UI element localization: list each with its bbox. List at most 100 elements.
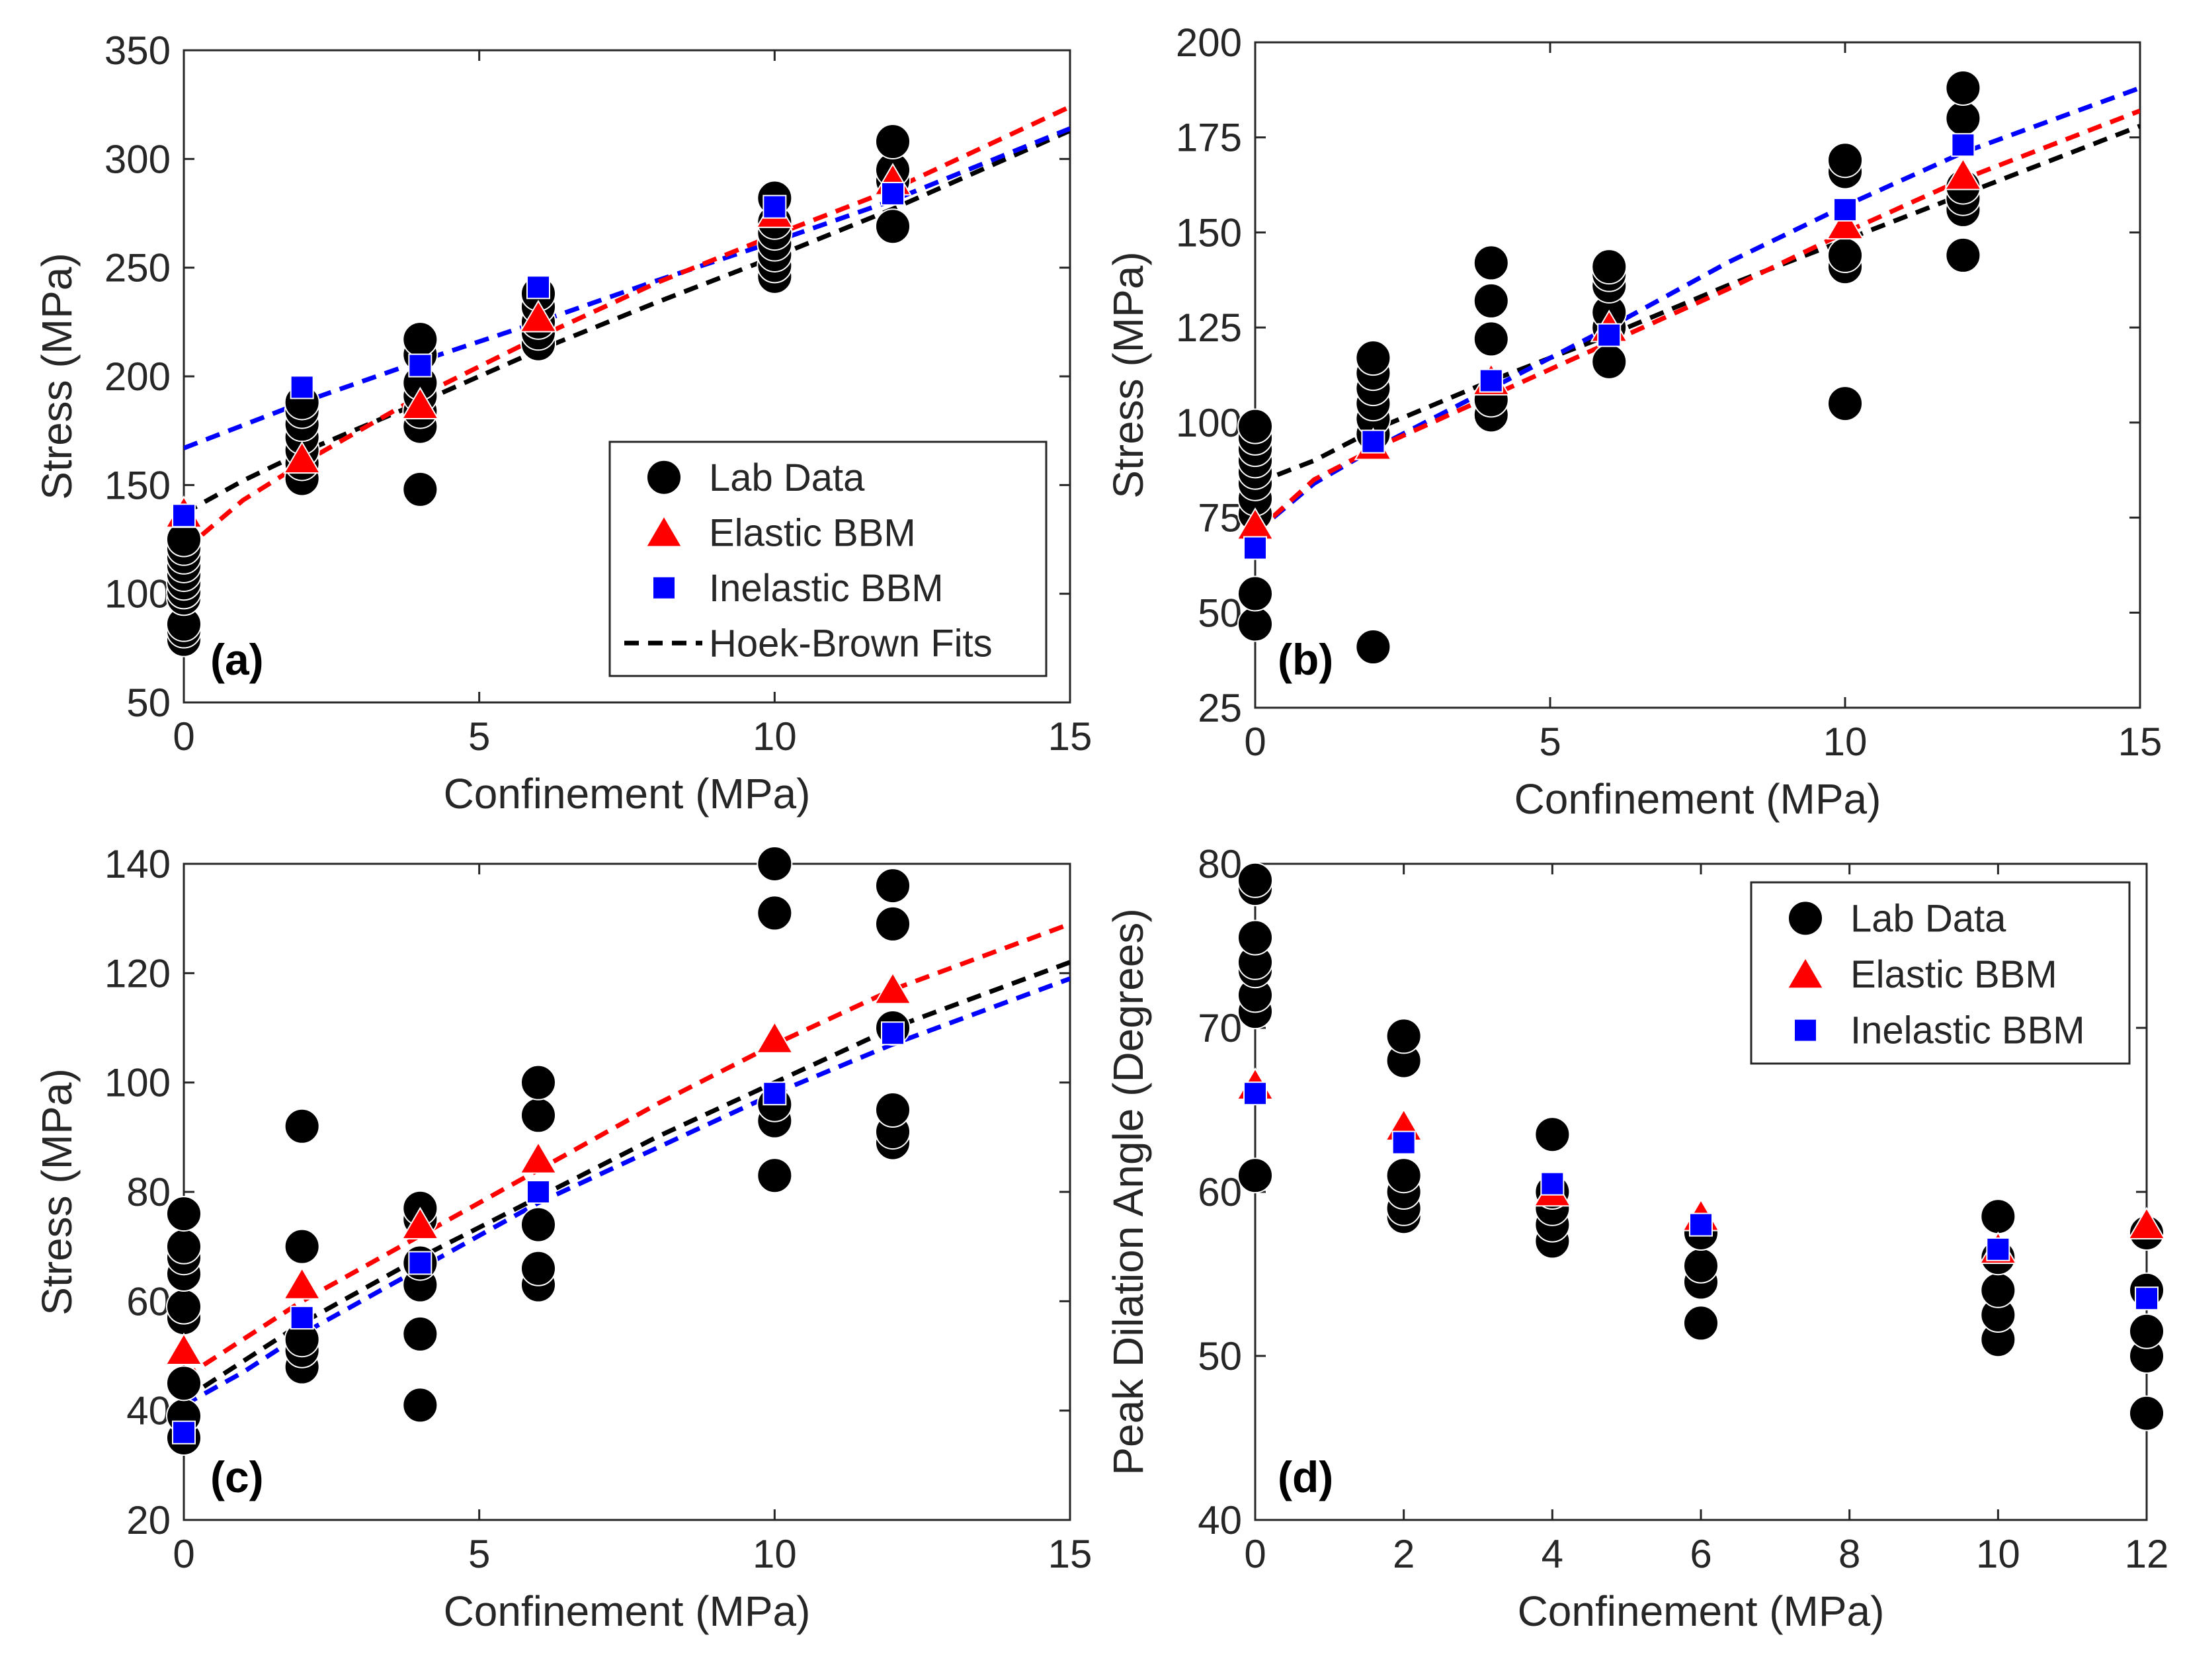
y-tick-label: 140 bbox=[104, 842, 171, 886]
legend-elastic-swatch bbox=[1786, 956, 1825, 989]
lab-data-point bbox=[402, 321, 438, 358]
x-tick-label: 12 bbox=[2125, 1532, 2169, 1576]
lab-data-point bbox=[1945, 69, 1981, 106]
plot-area-b bbox=[1254, 41, 2141, 709]
lab-data-point bbox=[1385, 1018, 1422, 1054]
y-tick-label: 25 bbox=[1198, 686, 1242, 730]
inelastic-bbm-point bbox=[1540, 1171, 1565, 1196]
y-axis-label: Stress (MPa) bbox=[33, 1068, 81, 1315]
legend-lab-label: Lab Data bbox=[1850, 897, 2006, 940]
lab-data-point bbox=[166, 1228, 202, 1265]
inelastic-bbm-point bbox=[1361, 429, 1385, 454]
panel-label: (c) bbox=[210, 1452, 264, 1501]
legend-lab-swatch bbox=[646, 459, 682, 495]
legend-inelastic-label: Inelastic BBM bbox=[1850, 1009, 2085, 1052]
lab-data-point bbox=[1237, 862, 1273, 898]
legend-elastic-swatch bbox=[645, 515, 683, 548]
y-tick-label: 100 bbox=[1176, 401, 1242, 445]
x-tick-label: 4 bbox=[1542, 1532, 1563, 1576]
legend-inelastic-label: Inelastic BBM bbox=[709, 567, 944, 610]
lab-data-point bbox=[1237, 919, 1273, 956]
y-tick-label: 50 bbox=[1198, 591, 1242, 635]
inelastic-bbm-point bbox=[2135, 1286, 2159, 1311]
inelastic-bbm-point bbox=[526, 275, 550, 300]
lab-data-point bbox=[520, 1206, 556, 1243]
x-tick-label: 10 bbox=[1823, 720, 1868, 764]
inelastic-bbm-point bbox=[1986, 1237, 2010, 1261]
legend-lab-label: Lab Data bbox=[709, 456, 865, 499]
inelastic-fit-line bbox=[184, 126, 1070, 450]
inelastic-bbm-point bbox=[1597, 323, 1622, 347]
legend: Lab Data Elastic BBM Inelastic BBM Hoek-Bro… bbox=[608, 441, 1048, 677]
lab-data-point bbox=[757, 1157, 793, 1194]
lab-data-point bbox=[402, 1316, 438, 1352]
lab-data-point bbox=[757, 895, 793, 931]
legend-inelastic-swatch bbox=[1793, 1018, 1817, 1042]
lab-data-point bbox=[1473, 321, 1509, 357]
elastic-bbm-point bbox=[282, 1267, 321, 1300]
lab-data-point bbox=[1237, 408, 1273, 444]
lab-data-point bbox=[1945, 237, 1981, 273]
y-tick-label: 175 bbox=[1176, 116, 1242, 160]
lab-data-point bbox=[166, 1288, 202, 1325]
lab-data-point bbox=[1237, 1157, 1273, 1194]
inelastic-bbm-point bbox=[1833, 197, 1857, 222]
legend-lab-swatch bbox=[1788, 900, 1823, 937]
x-axis-label: Confinement (MPa) bbox=[444, 1587, 811, 1635]
lab-data-point bbox=[520, 1097, 556, 1134]
lab-data-point bbox=[875, 868, 911, 904]
elastic-fit-line bbox=[1255, 108, 2140, 535]
x-tick-label: 0 bbox=[173, 1532, 194, 1576]
elastic-bbm-point bbox=[165, 1332, 203, 1365]
y-tick-label: 70 bbox=[1198, 1006, 1242, 1050]
y-tick-label: 60 bbox=[126, 1279, 171, 1323]
x-tick-label: 15 bbox=[2118, 720, 2163, 764]
lab-data-point bbox=[1591, 249, 1628, 285]
elastic-bbm-point bbox=[401, 386, 440, 419]
lab-data-point bbox=[284, 1108, 320, 1144]
elastic-bbm-point bbox=[282, 441, 321, 474]
lab-data-point bbox=[166, 1365, 202, 1402]
y-tick-label: 350 bbox=[104, 28, 171, 73]
inelastic-bbm-point bbox=[881, 181, 905, 206]
panel-label: (b) bbox=[1278, 635, 1333, 684]
lab-data-point bbox=[757, 846, 793, 882]
y-tick-label: 200 bbox=[1176, 21, 1242, 65]
y-tick-label: 80 bbox=[126, 1170, 171, 1214]
legend-hoek-label: Hoek-Brown Fits bbox=[709, 622, 993, 665]
x-tick-label: 2 bbox=[1393, 1532, 1415, 1576]
inelastic-bbm-point bbox=[290, 1306, 314, 1330]
lab-data-point bbox=[2129, 1395, 2164, 1431]
inelastic-bbm-point bbox=[172, 1420, 196, 1445]
lab-data-point bbox=[402, 471, 438, 507]
y-tick-label: 40 bbox=[126, 1389, 171, 1433]
panel-label: (d) bbox=[1278, 1452, 1333, 1501]
x-tick-label: 15 bbox=[1048, 714, 1092, 759]
chart-panel-d: 0 2 4 6 8 10 12 40 50 60 70 80 Confinement (MPa) Peak… bbox=[1104, 842, 2168, 1635]
chart-panel-a: 0 5 10 15 50 100 150 200 250 300 350 Confinement (M… bbox=[33, 28, 1092, 818]
elastic-bbm-point bbox=[874, 972, 912, 1005]
legend-box bbox=[608, 441, 1048, 677]
lab-data-point bbox=[1237, 606, 1273, 642]
y-tick-label: 300 bbox=[104, 137, 171, 181]
lab-data-point bbox=[875, 905, 911, 942]
y-tick-label: 80 bbox=[1198, 842, 1242, 886]
lab-data-point bbox=[1827, 237, 1863, 273]
x-tick-label: 5 bbox=[468, 1532, 490, 1576]
y-tick-label: 50 bbox=[126, 681, 171, 725]
lab-data-point bbox=[2129, 1313, 2164, 1349]
lab-data-point bbox=[1945, 100, 1981, 136]
x-tick-label: 8 bbox=[1838, 1532, 1860, 1576]
elastic-bbm-point bbox=[401, 1206, 440, 1239]
legend-inelastic-swatch bbox=[652, 575, 676, 600]
x-tick-label: 15 bbox=[1048, 1532, 1092, 1576]
lab-data-point bbox=[166, 1196, 202, 1232]
lab-data-point bbox=[875, 1092, 911, 1128]
x-tick-label: 10 bbox=[753, 1532, 797, 1576]
legend-elastic-label: Elastic BBM bbox=[1850, 953, 2057, 996]
inelastic-bbm-point bbox=[1243, 536, 1267, 560]
elastic-bbm-point bbox=[519, 1141, 557, 1174]
elastic-bbm-point bbox=[1826, 206, 1864, 240]
lab-data-point bbox=[875, 124, 911, 160]
